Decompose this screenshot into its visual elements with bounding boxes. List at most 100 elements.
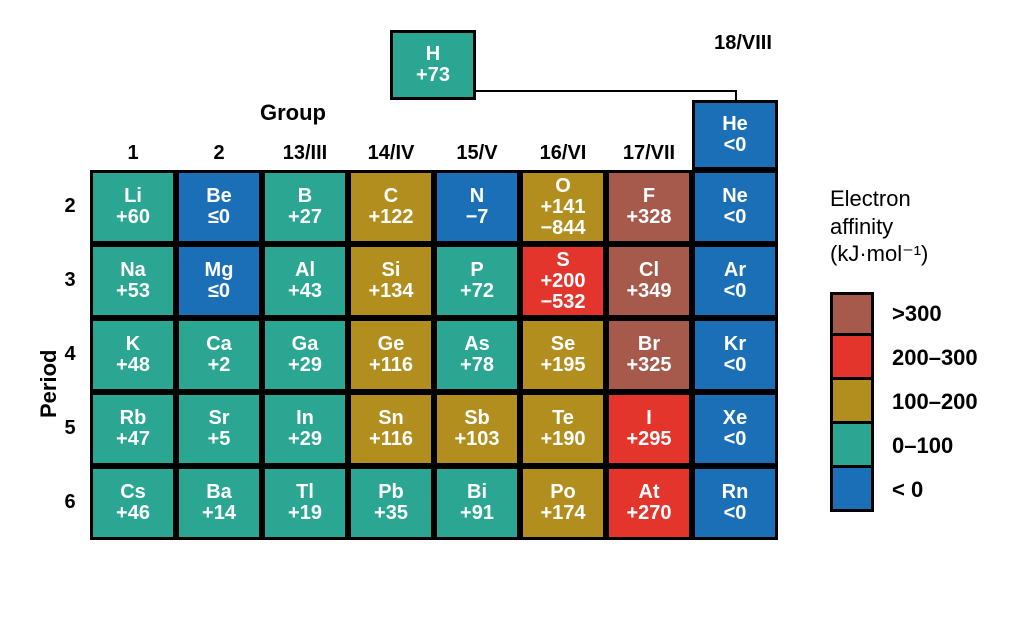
element-cell-s: S+200 −532 [520,244,606,318]
element-value: +116 [369,355,413,376]
element-symbol: S [556,250,569,271]
element-symbol: Mg [205,260,234,281]
element-value: +174 [540,503,585,524]
element-symbol: Ne [722,186,748,207]
column-header-17: 17/VII [606,142,692,165]
element-symbol: N [470,186,484,207]
element-value: +190 [540,429,585,450]
element-symbol: Pb [378,482,404,503]
element-cell-bi: Bi+91 [434,466,520,540]
element-value: +328 [626,207,671,228]
legend-swatch [830,336,874,380]
element-value: +349 [626,281,671,302]
element-symbol: In [296,408,314,429]
element-symbol: Cs [120,482,146,503]
element-value: +53 [116,281,150,302]
legend-label: >300 [892,301,942,327]
legend-swatch [830,468,874,512]
element-symbol: Bi [467,482,487,503]
legend-row: 100–200 [830,380,978,424]
element-value: +43 [288,281,322,302]
element-value: +116 [369,429,413,450]
element-cell-na: Na+53 [90,244,176,318]
element-symbol: Br [638,334,660,355]
element-value: +78 [460,355,494,376]
element-cell-ca: Ca+2 [176,318,262,392]
row-header-3: 3 [58,269,82,292]
element-symbol: Rn [722,482,749,503]
element-cell-kr: Kr<0 [692,318,778,392]
element-value: +60 [116,207,150,228]
element-value: +141 −844 [540,197,585,239]
element-cell-ge: Ge+116 [348,318,434,392]
element-value: +73 [416,65,450,86]
row-header-6: 6 [58,491,82,514]
element-cell-h: H+73 [390,30,476,100]
element-value: +325 [626,355,671,376]
legend-row: 0–100 [830,424,953,468]
group-axis-label: Group [260,100,326,126]
element-cell-sn: Sn+116 [348,392,434,466]
element-cell-pb: Pb+35 [348,466,434,540]
element-cell-at: At+270 [606,466,692,540]
element-cell-cs: Cs+46 [90,466,176,540]
element-value: +134 [368,281,413,302]
element-cell-sb: Sb+103 [434,392,520,466]
element-value: +29 [288,429,322,450]
row-header-4: 4 [58,343,82,366]
row-header-2: 2 [58,195,82,218]
element-cell-xe: Xe<0 [692,392,778,466]
element-value: +35 [374,503,408,524]
column-header-18: 18/VIII [700,32,786,55]
element-value: +195 [540,355,585,376]
element-cell-mg: Mg≤0 [176,244,262,318]
element-symbol: C [384,186,398,207]
element-cell-ne: Ne<0 [692,170,778,244]
element-value: <0 [724,281,747,302]
element-cell-po: Po+174 [520,466,606,540]
column-header-13: 13/III [262,142,348,165]
element-symbol: Sn [378,408,404,429]
element-symbol: Kr [724,334,746,355]
element-value: +72 [460,281,494,302]
element-symbol: F [643,186,655,207]
element-symbol: Al [295,260,315,281]
legend-row: < 0 [830,468,923,512]
element-value: +2 [208,355,231,376]
element-symbol: B [298,186,312,207]
element-cell-in: In+29 [262,392,348,466]
column-header-14: 14/IV [348,142,434,165]
element-cell-si: Si+134 [348,244,434,318]
connector-line [735,90,737,100]
element-value: +103 [454,429,499,450]
element-value: +122 [368,207,413,228]
element-symbol: Be [206,186,232,207]
element-cell-al: Al+43 [262,244,348,318]
element-value: <0 [724,429,747,450]
element-value: ≤0 [208,281,230,302]
element-symbol: Ca [206,334,232,355]
element-cell-b: B+27 [262,170,348,244]
element-value: +27 [288,207,322,228]
column-header-15: 15/V [434,142,520,165]
element-value: +270 [626,503,671,524]
element-symbol: Ba [206,482,232,503]
legend: Electron affinity (kJ·mol⁻¹) [830,185,928,278]
element-cell-f: F+328 [606,170,692,244]
legend-row: >300 [830,292,942,336]
element-cell-c: C+122 [348,170,434,244]
element-symbol: P [470,260,483,281]
row-header-5: 5 [58,417,82,440]
element-symbol: Cl [639,260,659,281]
element-cell-sr: Sr+5 [176,392,262,466]
legend-label: 100–200 [892,389,978,415]
element-symbol: Po [550,482,576,503]
legend-swatch [830,292,874,336]
element-value: +48 [116,355,150,376]
element-symbol: Sr [208,408,229,429]
electron-affinity-table: GroupPeriod18/VIII1213/III14/IV15/V16/VI… [20,20,1004,560]
element-value: +295 [626,429,671,450]
element-cell-br: Br+325 [606,318,692,392]
element-cell-se: Se+195 [520,318,606,392]
element-cell-o: O+141 −844 [520,170,606,244]
